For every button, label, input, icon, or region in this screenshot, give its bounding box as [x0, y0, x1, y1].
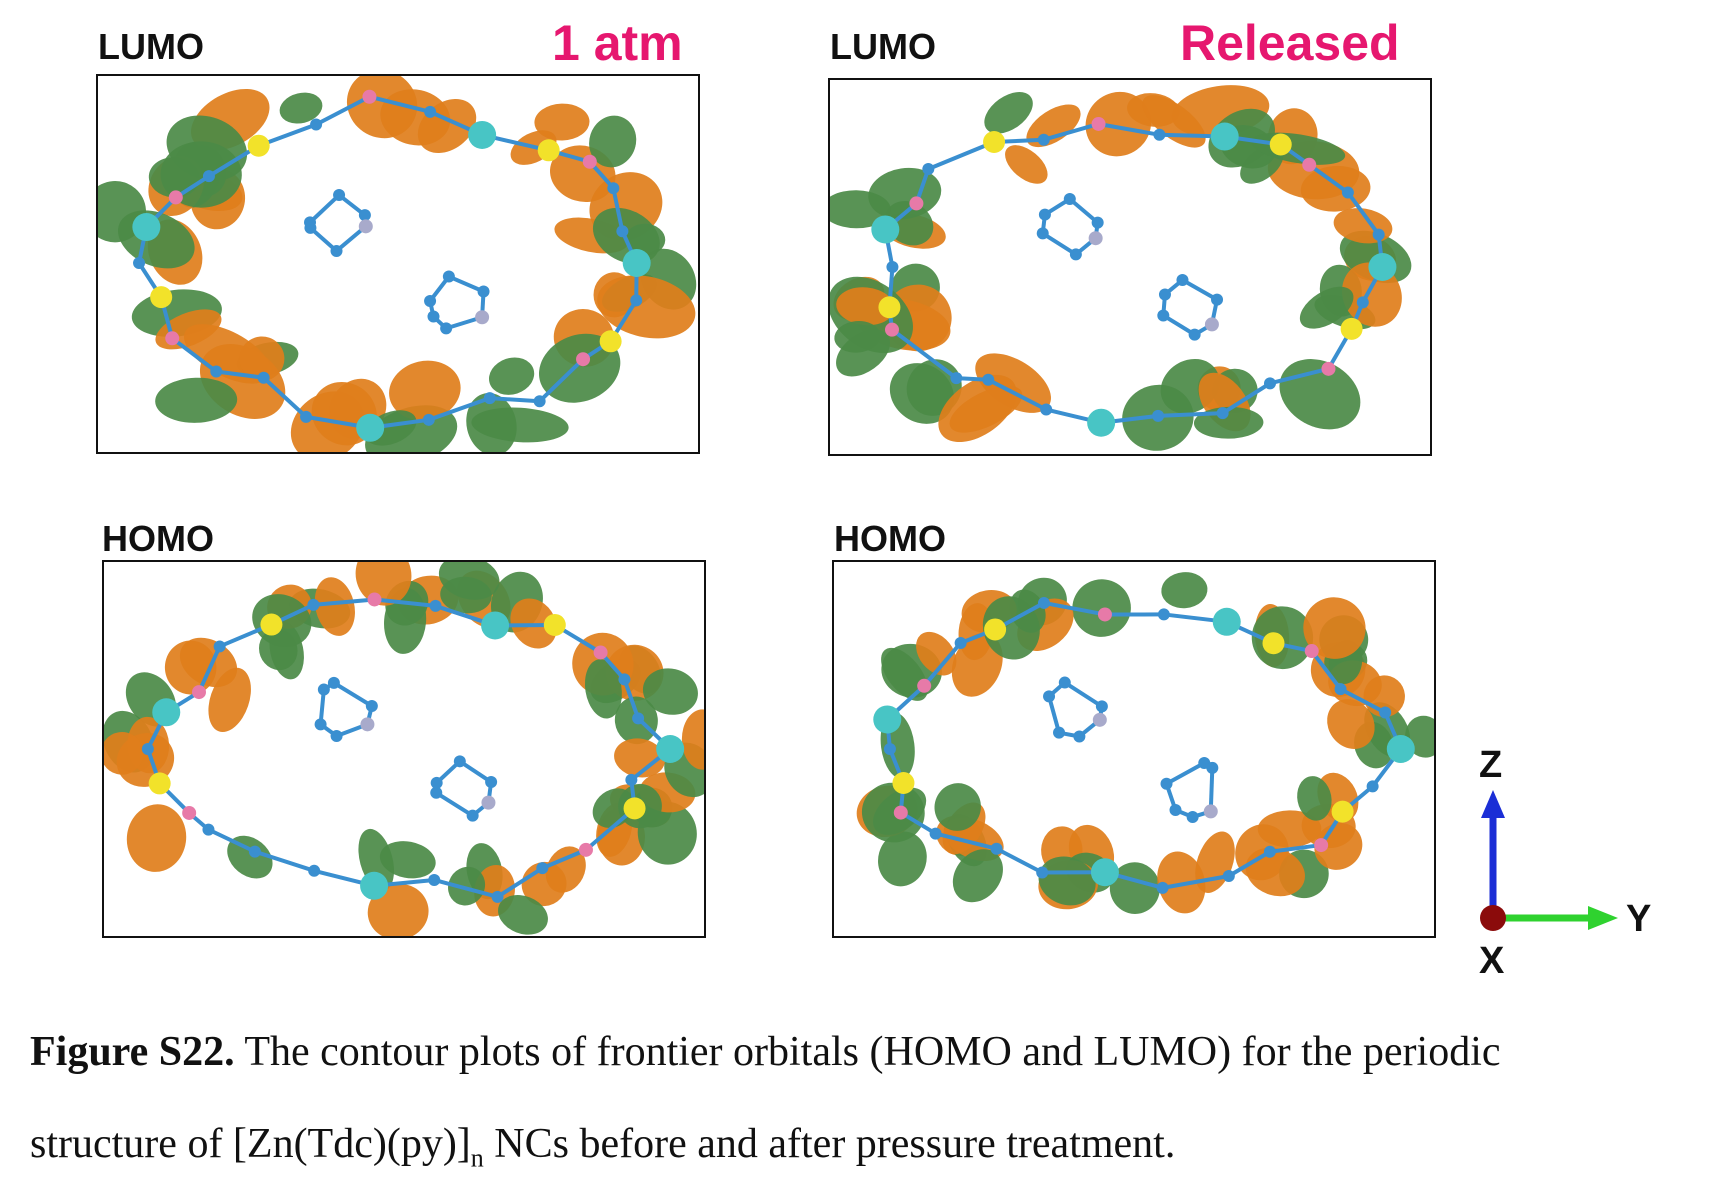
coordinate-axes: [1480, 790, 1618, 931]
panel-label-homo-released: HOMO: [834, 518, 946, 559]
caption-line2-prefix: structure of [Zn(Tdc)(py)]: [30, 1121, 471, 1167]
homo-released-plot: [832, 560, 1436, 938]
lumo-1atm-plot: [96, 74, 700, 454]
condition-label-1atm: 1 atm: [552, 15, 683, 71]
homo-1atm-orbital-illustration: [104, 562, 704, 936]
z-axis-label: Z: [1479, 744, 1503, 786]
z-axis-arrowhead: [1481, 790, 1505, 818]
caption-line2-subscript: n: [470, 1143, 484, 1173]
figure-number: Figure S22.: [30, 1029, 235, 1075]
homo-1atm-plot: [102, 560, 706, 938]
lumo-1atm-orbital-illustration: [98, 76, 697, 452]
figure-caption-line2: structure of [Zn(Tdc)(py)]n NCs before a…: [30, 1120, 1700, 1173]
x-axis-dot: [1480, 905, 1506, 931]
lumo-released-plot: [828, 78, 1432, 456]
y-axis-label: Y: [1626, 898, 1652, 940]
panel-label-homo-1atm: HOMO: [102, 518, 214, 559]
figure-caption: Figure S22. The contour plots of frontie…: [30, 1028, 1700, 1076]
homo-released-orbital-illustration: [856, 572, 1434, 914]
y-axis-arrowhead: [1588, 906, 1618, 930]
caption-line1: The contour plots of frontier orbitals (…: [244, 1029, 1501, 1075]
condition-label-released: Released: [1180, 15, 1400, 71]
x-axis-label: X: [1479, 940, 1505, 982]
lumo-released-orbital-illustration: [830, 85, 1412, 451]
caption-line2-suffix: NCs before and after pressure treatment.: [483, 1121, 1176, 1167]
panel-label-lumo-1atm: LUMO: [98, 26, 204, 67]
panel-label-lumo-released: LUMO: [830, 26, 936, 67]
